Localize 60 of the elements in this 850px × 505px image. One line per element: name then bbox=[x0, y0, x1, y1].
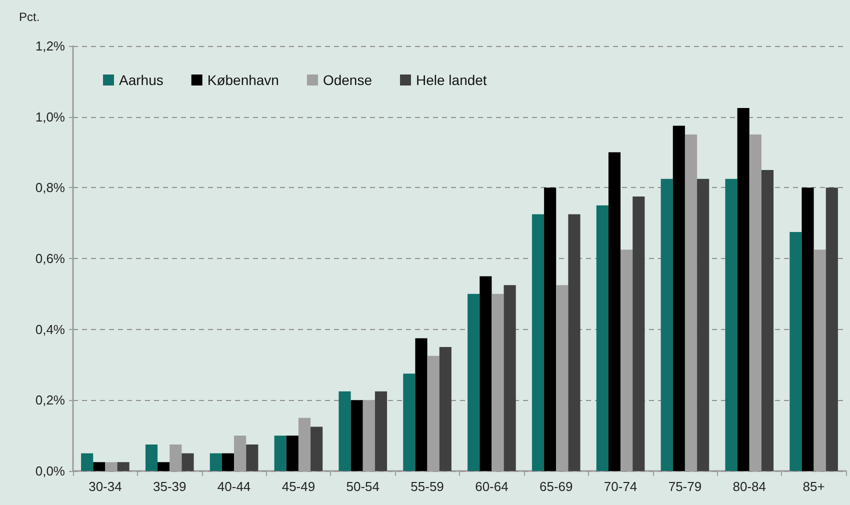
x-tick-label: 50-54 bbox=[346, 479, 380, 494]
bar bbox=[158, 462, 170, 471]
bar bbox=[596, 205, 608, 471]
y-tick-label: 1,2% bbox=[35, 38, 66, 54]
bar bbox=[672, 126, 685, 471]
x-tick-label: 75-79 bbox=[668, 479, 702, 494]
x-tick-label: 65-69 bbox=[540, 479, 573, 494]
y-tick-label: 1,0% bbox=[35, 109, 66, 124]
x-tick-label: 40-44 bbox=[217, 479, 251, 494]
legend-label: Aarhus bbox=[119, 72, 164, 88]
y-tick-label: 0,4% bbox=[35, 322, 66, 337]
y-tick-label: 0,0% bbox=[35, 464, 66, 478]
y-tick-label: 0,6% bbox=[35, 251, 66, 266]
x-tick-label: 85+ bbox=[802, 479, 825, 494]
bar bbox=[737, 108, 750, 471]
bar bbox=[504, 285, 516, 471]
y-axis-title: Pct. bbox=[19, 10, 40, 24]
bar bbox=[632, 196, 645, 471]
bar bbox=[761, 170, 774, 471]
bar bbox=[374, 391, 388, 471]
bar bbox=[81, 453, 94, 471]
y-tick-label: 0,8% bbox=[35, 180, 66, 196]
x-tick-label: 55-59 bbox=[410, 479, 444, 494]
legend-label: København bbox=[207, 72, 279, 88]
y-tick-label: 0,2% bbox=[35, 392, 66, 408]
bar bbox=[338, 391, 351, 471]
bar bbox=[222, 453, 234, 471]
x-tick-label: 70-74 bbox=[604, 479, 638, 494]
x-tick-label: 60-64 bbox=[475, 479, 508, 494]
x-tick-label: 35-39 bbox=[153, 479, 186, 494]
x-tick-label: 45-49 bbox=[282, 479, 316, 494]
bar bbox=[480, 276, 492, 471]
bar bbox=[826, 188, 838, 471]
bar bbox=[145, 444, 158, 471]
bar bbox=[568, 214, 580, 471]
bar bbox=[544, 188, 556, 471]
x-tick-label: 80-84 bbox=[732, 479, 766, 494]
bar bbox=[608, 152, 621, 471]
x-tick-label: 30-34 bbox=[88, 479, 122, 494]
bar bbox=[697, 178, 710, 471]
bar bbox=[532, 214, 544, 471]
bar bbox=[246, 444, 258, 471]
bar bbox=[210, 453, 222, 471]
bar bbox=[439, 347, 452, 471]
bar bbox=[286, 436, 298, 471]
bar bbox=[403, 374, 416, 471]
bar bbox=[182, 453, 194, 471]
bar bbox=[468, 294, 480, 471]
bar bbox=[415, 338, 428, 471]
bar bbox=[93, 462, 106, 471]
bar bbox=[117, 462, 130, 471]
bar bbox=[274, 436, 286, 471]
bar bbox=[790, 232, 802, 471]
bar bbox=[725, 178, 738, 471]
bar bbox=[802, 188, 814, 471]
legend-label: Hele landet bbox=[416, 72, 487, 88]
bar bbox=[660, 178, 673, 471]
bar bbox=[310, 426, 323, 471]
bar bbox=[350, 400, 363, 471]
legend-label: Odense bbox=[322, 72, 372, 88]
